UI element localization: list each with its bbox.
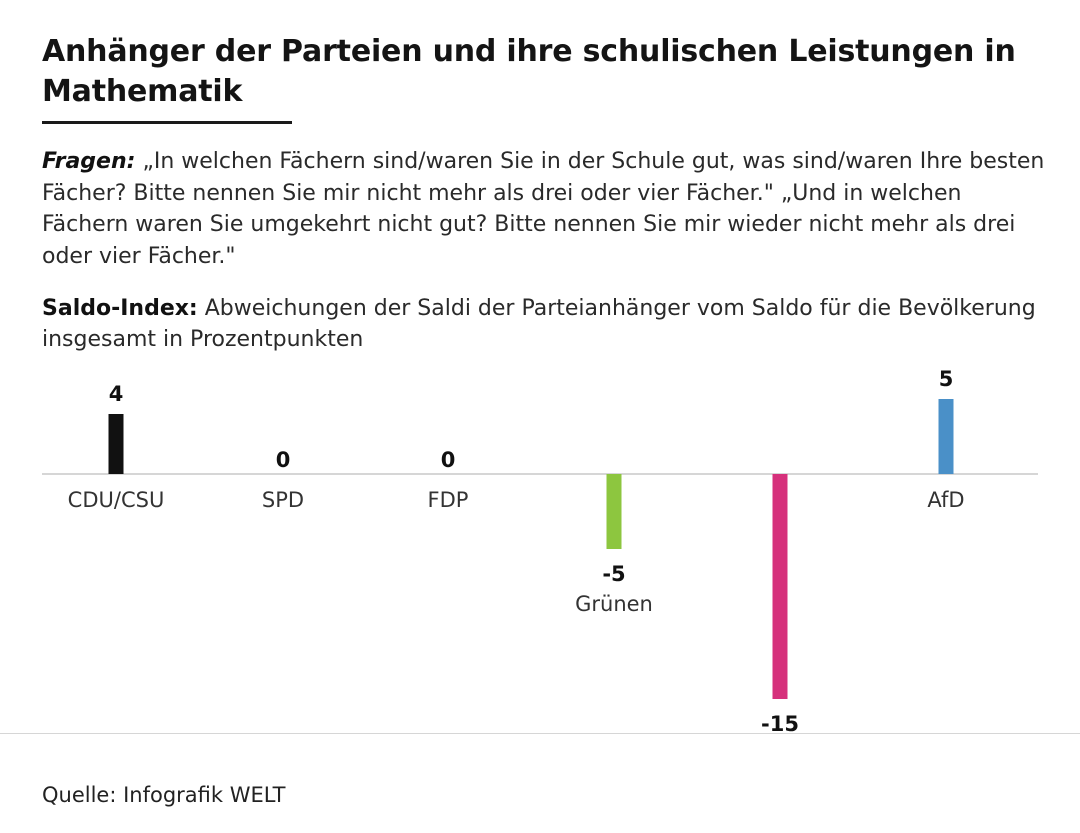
category-label: SPD [262,488,304,512]
category-label: FDP [428,488,469,512]
title-underline [42,121,292,124]
bar [606,474,622,549]
bar-chart: 4 CDU/CSU 0 SPD 0 FDP -5 Grünen -15 5 AfD [42,367,1038,733]
category-label: Grünen [575,592,653,616]
question-label: Fragen: [42,149,136,174]
value-label: -15 [761,712,799,733]
source-note: Quelle: Infografik WELT [42,783,286,807]
bar [772,474,788,699]
bar [108,414,124,474]
saldo-description: Saldo-Index: Abweichungen der Saldi der … [42,293,1052,355]
question-text: Fragen: „In welchen Fächern sind/waren S… [42,146,1052,272]
saldo-label: Saldo-Index: [42,296,198,321]
value-label: 4 [109,382,124,406]
value-label: 0 [276,448,291,472]
value-label: 5 [939,367,954,391]
saldo-body: Abweichungen der Saldi der Parteianhänge… [42,296,1036,352]
value-label: 0 [441,448,456,472]
category-label: CDU/CSU [68,488,165,512]
bar [938,399,954,474]
chart-title: Anhänger der Parteien und ihre schulisch… [42,34,1016,109]
value-label: -5 [602,562,625,586]
footer-divider [0,733,1080,734]
category-label: AfD [927,488,964,512]
question-body: „In welchen Fächern sind/waren Sie in de… [42,149,1045,269]
